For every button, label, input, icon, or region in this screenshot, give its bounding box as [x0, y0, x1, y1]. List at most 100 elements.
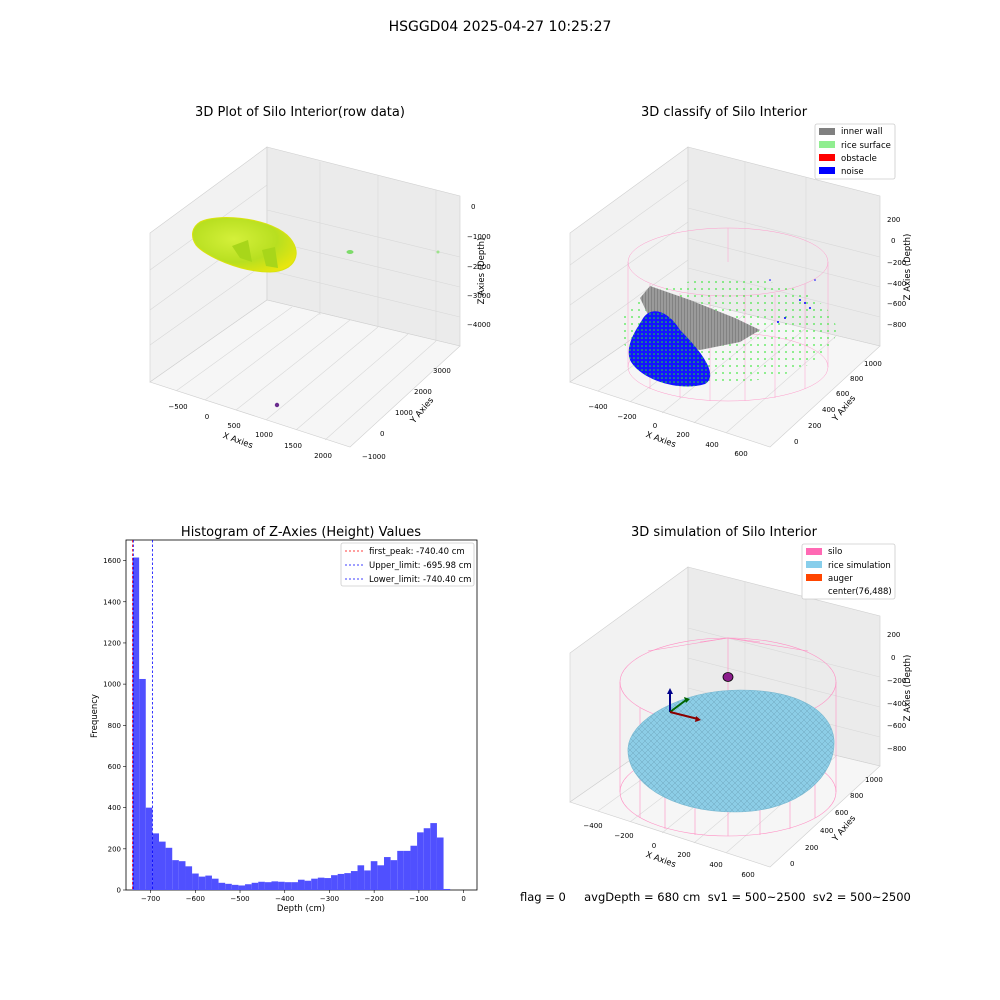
- histogram-y-label: Frequency: [90, 694, 100, 738]
- x-tick-label: −600: [186, 895, 205, 903]
- histogram-bar: [231, 884, 239, 890]
- svg-text:0: 0: [891, 654, 895, 662]
- rice-raw-shadow: [262, 247, 278, 268]
- svg-text:0: 0: [380, 430, 384, 438]
- histogram-title: Histogram of Z-Axies (Height) Values: [181, 525, 421, 540]
- legend-silo: silo: [828, 547, 842, 557]
- classify-plot-title: 3D classify of Silo Interior: [641, 105, 808, 120]
- noise-scatter: [769, 279, 816, 323]
- histogram-x-label: Depth (cm): [277, 904, 325, 914]
- panel-raw-3d: 3D Plot of Silo Interior(row data) −500 …: [149, 105, 491, 461]
- svg-text:−800: −800: [887, 321, 906, 329]
- simulation-x-label: X Axies: [644, 850, 677, 870]
- x-tick-label: −400: [275, 895, 294, 903]
- histogram-bar: [350, 871, 358, 890]
- histogram-bar: [165, 847, 173, 890]
- histogram-bar: [436, 837, 444, 890]
- svg-text:1500: 1500: [284, 442, 302, 450]
- histogram-bar: [225, 883, 232, 890]
- histogram-bar: [377, 865, 384, 890]
- histogram-bar: [443, 888, 451, 890]
- histogram-bar: [192, 873, 199, 890]
- svg-text:−600: −600: [887, 722, 906, 730]
- histogram-bar: [264, 882, 272, 890]
- histogram-bar: [423, 828, 431, 890]
- svg-text:0: 0: [790, 860, 794, 868]
- classify-legend: inner wall rice surface obstacle noise: [814, 123, 896, 180]
- y-tick-label: 600: [108, 763, 121, 771]
- histogram-bar: [211, 878, 219, 890]
- floor-pane: [149, 299, 461, 448]
- svg-text:200: 200: [887, 631, 900, 639]
- svg-text:−200: −200: [887, 677, 906, 685]
- svg-text:2000: 2000: [414, 388, 432, 396]
- svg-text:−500: −500: [168, 403, 187, 411]
- histogram-x-ticks: −700 −600 −500 −400 −300 −200 −100 0: [141, 890, 466, 903]
- legend-swatch-rice-simulation: [806, 561, 822, 568]
- svg-text:−2000: −2000: [467, 263, 491, 271]
- x-tick-label: −700: [141, 895, 160, 903]
- svg-text:600: 600: [741, 871, 754, 879]
- svg-text:0: 0: [471, 203, 475, 211]
- simulation-y-label: Y Axies: [830, 813, 858, 844]
- legend-auger: auger: [828, 574, 853, 584]
- y-tick-label: 800: [108, 722, 121, 730]
- svg-text:−4000: −4000: [467, 321, 491, 329]
- svg-text:1000: 1000: [864, 360, 882, 368]
- histogram-bar: [251, 882, 259, 890]
- histogram-bar: [324, 878, 332, 890]
- legend-swatch-inner-wall: [819, 128, 835, 135]
- x-tick-label: 0: [461, 895, 465, 903]
- svg-text:−1000: −1000: [362, 453, 386, 461]
- legend-swatch-obstacle: [819, 154, 835, 161]
- histogram-bar: [284, 882, 292, 890]
- svg-text:600: 600: [836, 390, 849, 398]
- y-tick-label: 1600: [103, 557, 121, 565]
- histogram-axes-frame: [125, 539, 478, 891]
- svg-text:−1000: −1000: [467, 233, 491, 241]
- svg-text:600: 600: [835, 809, 848, 817]
- histogram-y-ticks: 0 200 400 600 800 1000 1200 1400 1600: [103, 557, 126, 895]
- svg-text:−200: −200: [617, 413, 636, 421]
- svg-text:800: 800: [850, 375, 863, 383]
- grid-lines: [149, 162, 461, 441]
- y-tick-label: 1200: [103, 639, 121, 647]
- simulation-z-ticks: 200 0 −200 −400 −600 −800: [887, 631, 906, 753]
- svg-text:3000: 3000: [433, 367, 451, 375]
- legend-noise: noise: [841, 167, 864, 177]
- raw-x-ticks: −500 0 500 1000 1500 2000: [168, 403, 332, 460]
- histogram-bar: [364, 870, 371, 890]
- svg-text:−400: −400: [583, 822, 602, 830]
- svg-text:−200: −200: [614, 832, 633, 840]
- svg-text:2000: 2000: [314, 452, 332, 460]
- svg-text:400: 400: [709, 861, 722, 869]
- legend-swatch-silo: [806, 548, 822, 555]
- raw-outlier-points: [436, 250, 440, 254]
- raw-plot-title: 3D Plot of Silo Interior(row data): [195, 105, 405, 120]
- y-tick-label: 0: [117, 887, 121, 895]
- svg-text:400: 400: [820, 827, 833, 835]
- svg-text:200: 200: [808, 422, 821, 430]
- auger-axes-glyph: [667, 688, 701, 722]
- simulation-legend: silo rice simulation auger center(76,488…: [801, 543, 896, 600]
- legend-obstacle: obstacle: [841, 154, 877, 164]
- histogram-bar: [337, 873, 345, 890]
- histogram-bar: [205, 875, 212, 890]
- histogram-bars: [132, 557, 451, 890]
- rice-raw-shadow: [232, 240, 252, 262]
- svg-text:400: 400: [822, 406, 835, 414]
- svg-text:0: 0: [205, 413, 209, 421]
- raw-outlier-points: [274, 402, 280, 408]
- svg-text:−600: −600: [887, 300, 906, 308]
- histogram-bar: [304, 880, 312, 890]
- y-tick-label: 1000: [103, 681, 121, 689]
- histogram-bar: [383, 857, 391, 890]
- svg-text:200: 200: [805, 844, 818, 852]
- svg-text:400: 400: [705, 441, 718, 449]
- legend-lower-limit: Lower_limit: -740.40 cm: [369, 575, 471, 585]
- raw-y-ticks: −1000 0 1000 2000 3000: [362, 367, 451, 461]
- svg-text:−200: −200: [887, 259, 906, 267]
- histogram-bar: [311, 878, 318, 890]
- histogram-bar: [172, 860, 179, 890]
